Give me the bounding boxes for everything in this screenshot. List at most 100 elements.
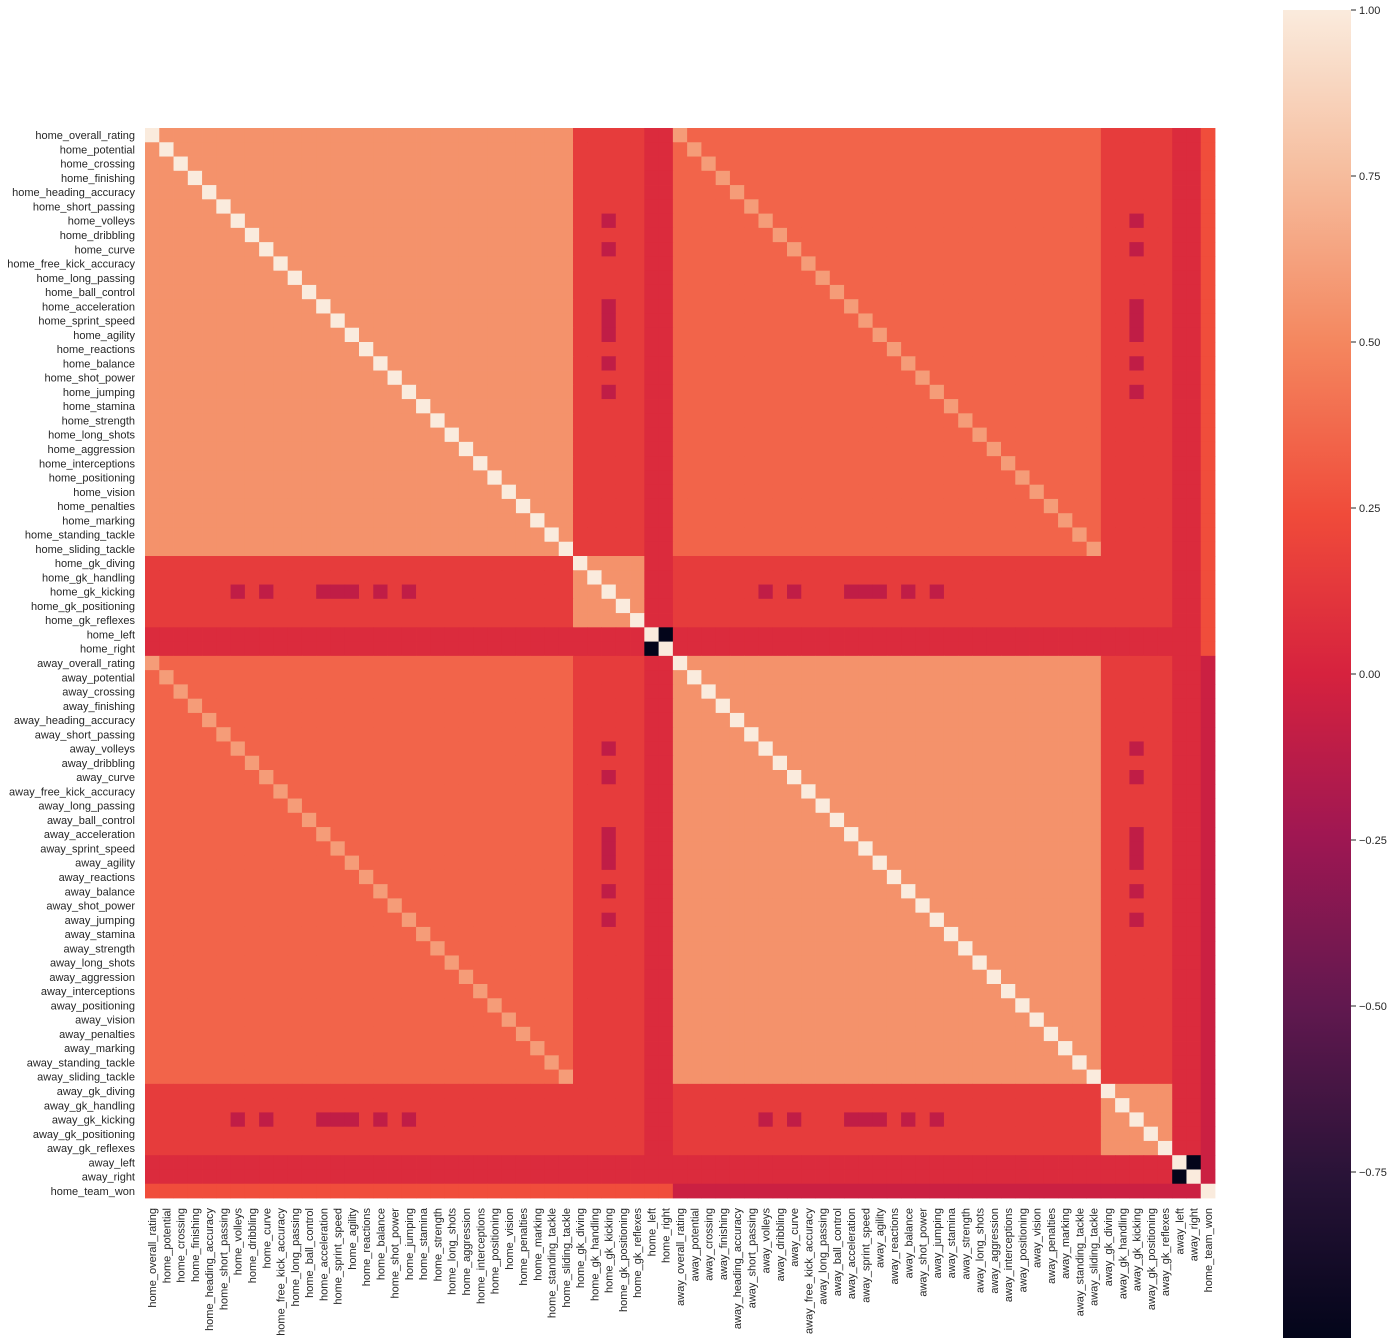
heatmap-cell <box>145 384 160 400</box>
heatmap-cell <box>287 798 303 814</box>
heatmap-cell <box>387 427 403 443</box>
heatmap-cell <box>844 941 859 956</box>
heatmap-cell <box>573 1026 588 1042</box>
heatmap-cell <box>872 413 888 428</box>
heatmap-cell <box>1157 513 1173 528</box>
heatmap-cell <box>1129 342 1145 357</box>
heatmap-cell <box>1086 498 1102 514</box>
heatmap-cell <box>658 156 674 172</box>
heatmap-cell <box>487 741 503 757</box>
heatmap-cell <box>958 926 973 942</box>
heatmap-cell <box>958 598 973 614</box>
heatmap-cell <box>986 498 1002 514</box>
heatmap-cell <box>787 313 802 329</box>
heatmap-cell <box>1143 427 1159 443</box>
heatmap-cell <box>1100 1041 1116 1056</box>
heatmap-cell <box>230 741 246 757</box>
heatmap-cell <box>986 712 1002 728</box>
heatmap-cell <box>986 869 1002 885</box>
heatmap-cell <box>615 570 631 585</box>
heatmap-cell <box>1157 570 1173 585</box>
heatmap-cell <box>615 128 631 143</box>
heatmap-cell <box>501 470 517 486</box>
heatmap-cell <box>416 941 431 956</box>
heatmap-cell <box>772 598 788 614</box>
heatmap-cell <box>758 456 774 471</box>
heatmap-cell <box>872 227 888 243</box>
heatmap-cell <box>401 356 417 371</box>
heatmap-cell <box>359 912 374 928</box>
heatmap-cell <box>344 256 360 272</box>
heatmap-cell <box>672 1069 688 1085</box>
heatmap-cell <box>145 841 160 856</box>
heatmap-cell <box>858 313 873 329</box>
heatmap-cell <box>829 798 845 814</box>
heatmap-cell <box>1001 213 1016 229</box>
heatmap-cell <box>573 541 588 557</box>
heatmap-cell <box>715 1026 731 1042</box>
heatmap-cell <box>330 670 346 685</box>
heatmap-cell <box>287 370 303 386</box>
heatmap-cell <box>573 456 588 471</box>
heatmap-cell <box>1200 356 1216 371</box>
heatmap-cell <box>1143 185 1159 200</box>
heatmap-cell <box>259 227 274 243</box>
heatmap-cell <box>1043 584 1059 600</box>
heatmap-cell <box>858 299 873 314</box>
heatmap-cell <box>573 812 588 828</box>
heatmap-cell <box>301 470 317 486</box>
heatmap-cell <box>259 1069 274 1085</box>
heatmap-cell <box>387 998 403 1013</box>
heatmap-cell <box>444 613 460 628</box>
heatmap-cell <box>915 955 931 971</box>
heatmap-cell <box>1001 712 1016 728</box>
heatmap-cell <box>1129 827 1145 842</box>
heatmap-cell <box>844 527 859 543</box>
heatmap-cell <box>729 270 745 286</box>
heatmap-cell <box>202 998 217 1013</box>
heatmap-cell <box>287 299 303 314</box>
heatmap-cell <box>915 484 931 500</box>
heatmap-cell <box>1115 570 1130 585</box>
heatmap-cell <box>801 798 816 814</box>
heatmap-cell <box>1115 926 1130 942</box>
heatmap-cell <box>829 898 845 914</box>
heatmap-cell <box>901 641 916 657</box>
heatmap-cell <box>858 1055 873 1070</box>
heatmap-cell <box>359 199 374 214</box>
heatmap-cell <box>958 185 973 200</box>
heatmap-cell <box>1100 655 1116 671</box>
heatmap-cell <box>544 912 560 928</box>
heatmap-cell <box>259 841 274 856</box>
heatmap-cell <box>1043 898 1059 914</box>
heatmap-cell <box>159 213 174 229</box>
heatmap-cell <box>844 827 859 842</box>
heatmap-cell <box>1029 356 1045 371</box>
heatmap-cell <box>515 941 531 956</box>
heatmap-cell <box>244 156 260 172</box>
heatmap-cell <box>501 413 517 428</box>
heatmap-cell <box>1058 399 1073 414</box>
heatmap-cell <box>1072 898 1087 914</box>
heatmap-cell <box>1115 384 1130 400</box>
heatmap-cell <box>145 170 160 186</box>
heatmap-cell <box>1029 926 1045 942</box>
heatmap-cell <box>658 313 674 329</box>
heatmap-cell <box>829 841 845 856</box>
heatmap-cell <box>1129 427 1145 443</box>
heatmap-cell <box>701 299 717 314</box>
heatmap-cell <box>1172 670 1187 685</box>
heatmap-cell <box>772 128 788 143</box>
heatmap-cell <box>173 613 189 628</box>
heatmap-cell <box>159 998 174 1013</box>
heatmap-cell <box>787 613 802 628</box>
heatmap-cell <box>287 926 303 942</box>
heatmap-cell <box>1043 313 1059 329</box>
heatmap-cell <box>202 1041 217 1056</box>
heatmap-cell <box>1157 584 1173 600</box>
heatmap-cell <box>1086 213 1102 229</box>
heatmap-cell <box>801 770 816 785</box>
heatmap-cell <box>458 1069 474 1085</box>
heatmap-cell <box>515 827 531 842</box>
heatmap-cell <box>915 284 931 300</box>
